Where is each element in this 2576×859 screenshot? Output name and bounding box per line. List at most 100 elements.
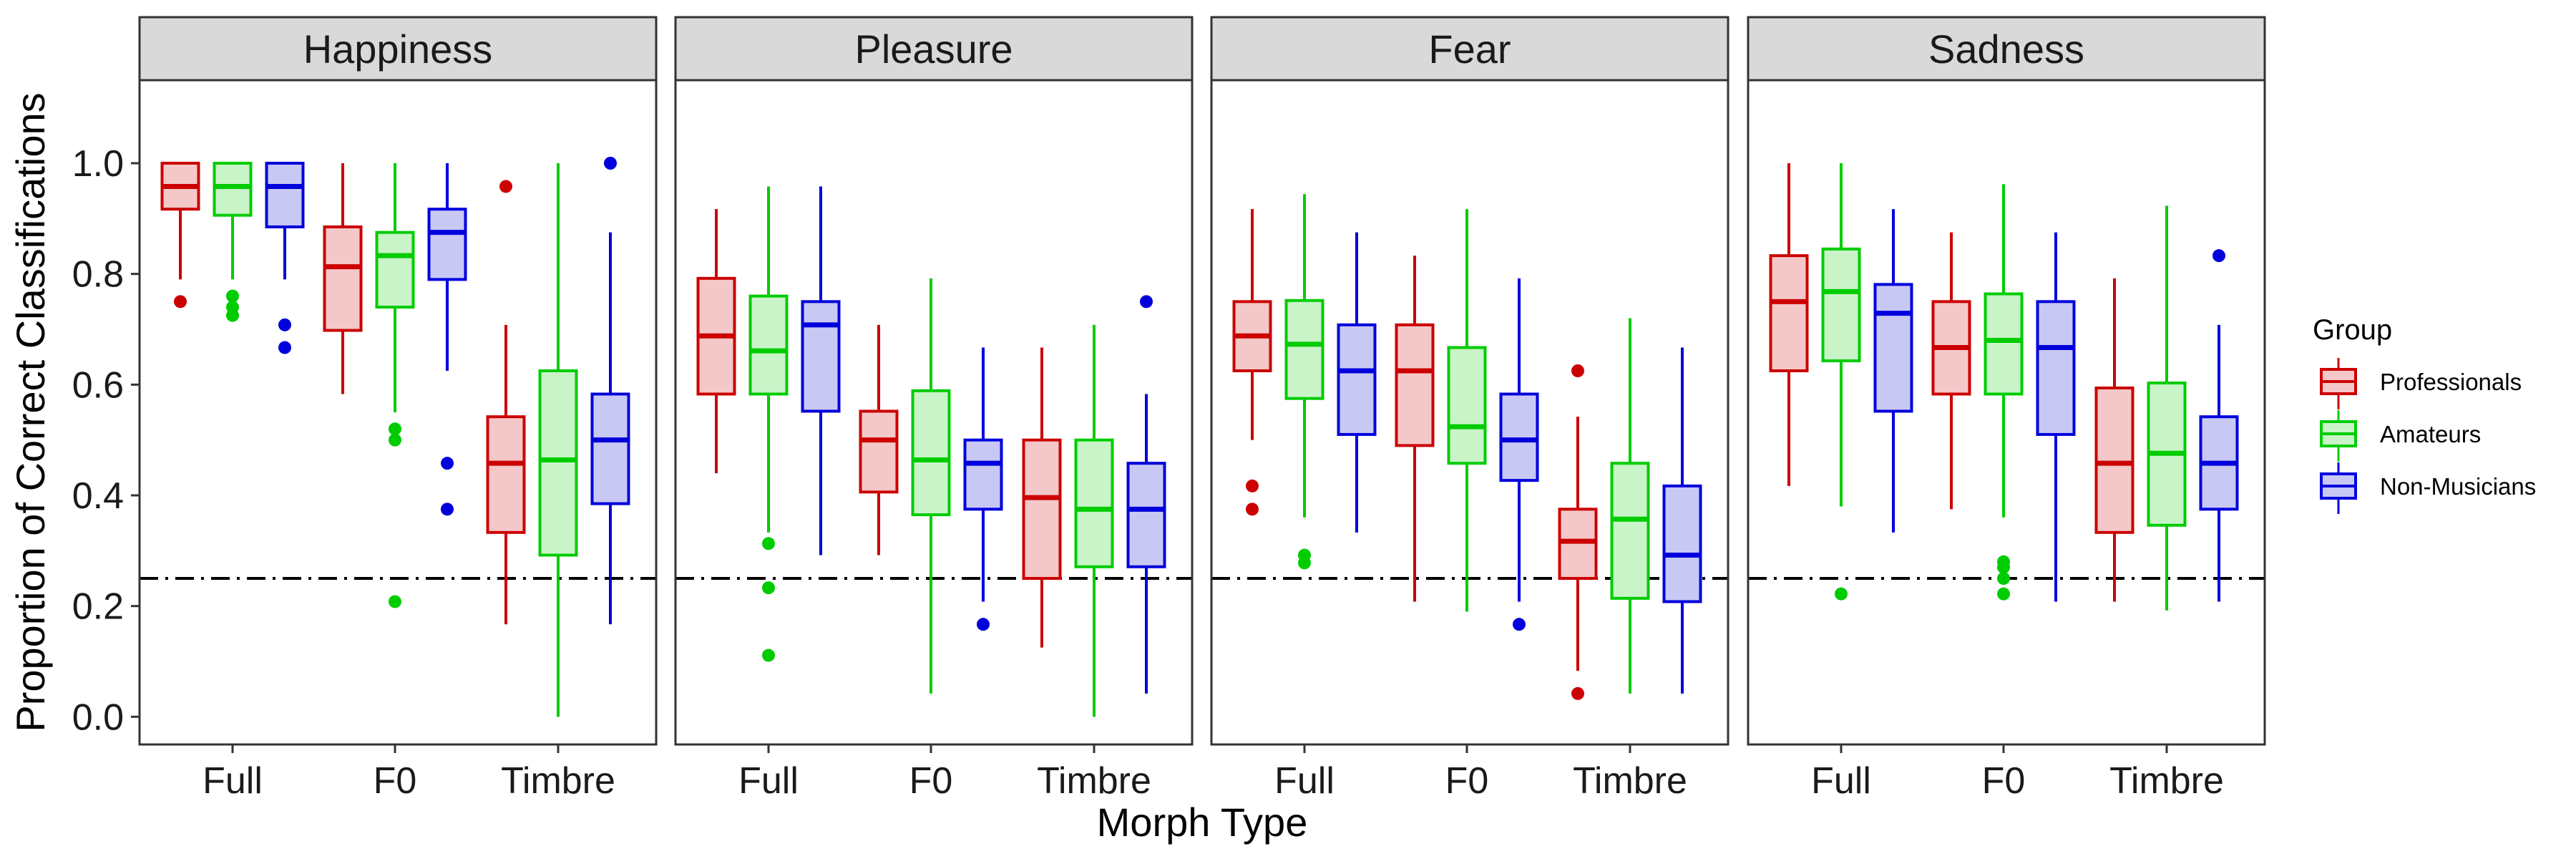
box-amateurs: [1610, 318, 1650, 694]
x-tick-label: Full: [1811, 760, 1871, 802]
iqr-box: [1769, 254, 1809, 372]
outlier-point: [1246, 479, 1259, 492]
outlier-point: [977, 618, 990, 631]
box-non-musicians: [1499, 278, 1539, 631]
legend-label: Non-Musicians: [2380, 473, 2536, 500]
facet-panel-sadness: Sadness Full F0 Timbre: [1747, 16, 2266, 802]
box-professionals: [1022, 347, 1062, 648]
iqr-box: [859, 409, 899, 494]
outlier-point: [441, 457, 454, 470]
facet-strip-title: Pleasure: [854, 26, 1013, 72]
box-amateurs: [538, 163, 578, 717]
y-tick-label: 0.4: [72, 475, 124, 517]
outlier-point: [1246, 503, 1259, 516]
iqr-box: [323, 225, 363, 332]
facet-strip-title: Happiness: [303, 26, 493, 72]
legend-item-non-musicians: Non-Musicians: [2320, 462, 2536, 514]
outlier-point: [762, 581, 775, 595]
iqr-box: [1022, 438, 1062, 581]
iqr-box: [1395, 323, 1435, 447]
x-tick-label: Full: [203, 760, 263, 802]
iqr-box: [375, 230, 415, 309]
box-non-musicians: [1337, 232, 1377, 533]
box-professionals: [859, 324, 899, 555]
box-professionals: [1558, 364, 1598, 700]
iqr-box: [911, 389, 951, 517]
iqr-box: [213, 162, 253, 217]
facet-strip-title: Sadness: [1928, 26, 2084, 72]
x-tick-label: F0: [1445, 760, 1489, 802]
outlier-point: [1997, 560, 2010, 574]
outlier-point: [1835, 587, 1848, 601]
outlier-point: [762, 649, 775, 662]
iqr-box: [427, 208, 467, 281]
x-tick-label: F0: [1982, 760, 2026, 802]
panel-border: [1210, 79, 1729, 746]
box-amateurs: [748, 186, 789, 662]
facet-panel-happiness: Happiness Full F0 Timbre: [138, 16, 658, 802]
panel-border: [1747, 79, 2266, 746]
iqr-box: [1873, 283, 1913, 413]
iqr-box: [486, 415, 526, 534]
facet-panel-pleasure: Pleasure Full F0 Timbre: [674, 16, 1194, 802]
box-professionals: [160, 162, 200, 309]
x-tick-label: F0: [374, 760, 417, 802]
x-tick-label: Full: [738, 760, 799, 802]
panel-border: [674, 79, 1194, 746]
box-professionals: [1931, 232, 1971, 510]
y-axis-title: Proportion of Correct Classifications: [8, 92, 53, 732]
outlier-point: [604, 157, 617, 170]
box-non-musicians: [427, 163, 467, 516]
outlier-point: [2212, 249, 2225, 263]
outlier-point: [1997, 587, 2010, 601]
facet-strip: [674, 16, 1194, 82]
x-tick-label: F0: [909, 760, 953, 802]
box-amateurs: [1447, 209, 1487, 612]
iqr-box: [1499, 392, 1539, 482]
outlier-point: [226, 309, 239, 322]
box-professionals: [323, 163, 363, 394]
facet-strip: [1210, 16, 1729, 82]
box-professionals: [1395, 256, 1435, 602]
iqr-box: [1074, 438, 1114, 568]
legend-label: Amateurs: [2380, 421, 2481, 447]
outlier-point: [1298, 556, 1311, 570]
legend-item-professionals: Professionals: [2320, 358, 2522, 409]
panel-border: [138, 79, 658, 746]
iqr-box: [1610, 462, 1650, 600]
facet-strip: [1747, 16, 2266, 82]
outlier-point: [389, 595, 401, 608]
outlier-point: [174, 295, 187, 309]
outlier-point: [278, 318, 291, 331]
x-tick-label: Timbre: [1037, 760, 1151, 802]
x-tick-label: Full: [1274, 760, 1335, 802]
y-tick-label: 0.8: [72, 254, 124, 296]
legend-label: Professionals: [2380, 369, 2522, 395]
box-non-musicians: [801, 186, 841, 555]
outlier-point: [278, 341, 291, 354]
iqr-box: [801, 300, 841, 413]
box-non-musicians: [963, 347, 1003, 631]
box-amateurs: [1074, 324, 1114, 717]
iqr-box: [1284, 299, 1324, 400]
iqr-box: [265, 162, 305, 228]
box-amateurs: [1284, 194, 1324, 570]
y-tick-label: 0.2: [72, 586, 124, 628]
x-axis-title: Morph Type: [1097, 800, 1308, 845]
iqr-box: [2036, 300, 2076, 436]
box-non-musicians: [590, 157, 630, 625]
iqr-box: [748, 294, 789, 396]
iqr-box: [590, 392, 630, 505]
y-tick-label: 1.0: [72, 143, 124, 185]
iqr-box: [1337, 323, 1377, 436]
box-professionals: [486, 180, 526, 625]
box-non-musicians: [1126, 295, 1166, 694]
box-professionals: [1232, 209, 1272, 516]
box-professionals: [696, 209, 736, 474]
outlier-point: [1513, 618, 1526, 631]
box-non-musicians: [265, 162, 305, 354]
iqr-box: [1447, 346, 1487, 465]
legend-title: Group: [2313, 314, 2392, 346]
box-amateurs: [1984, 184, 2024, 601]
